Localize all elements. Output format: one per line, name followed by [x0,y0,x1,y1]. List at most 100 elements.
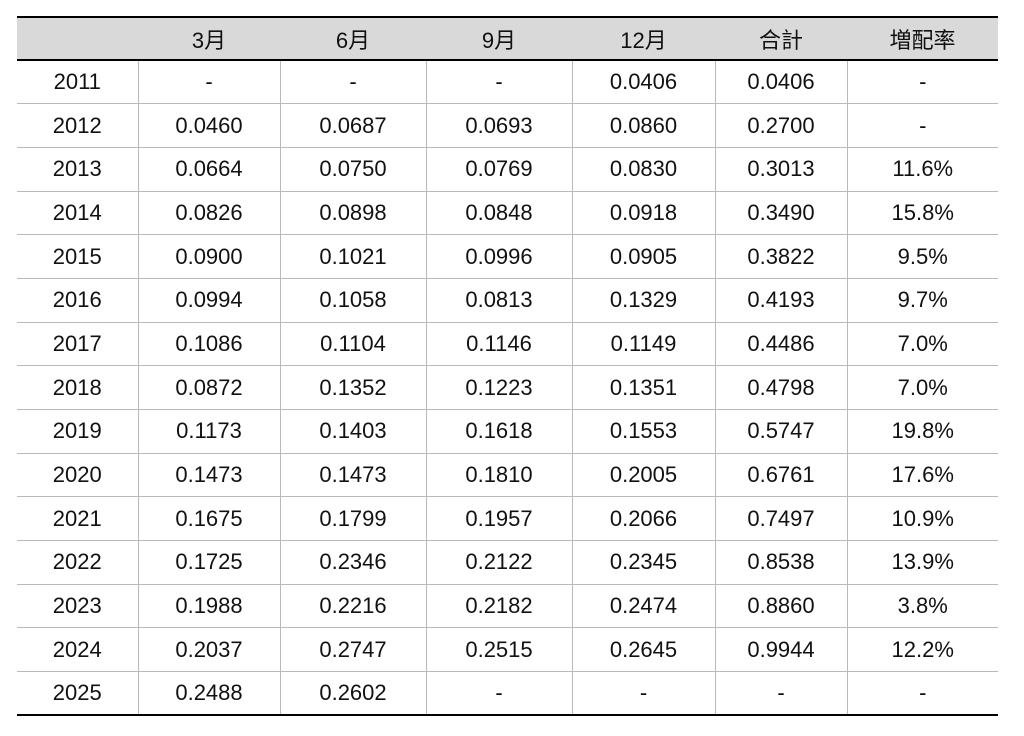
december-cell: 0.2066 [571,496,716,542]
total-cell: 0.3013 [714,147,848,192]
growth-rate-cell: 13.9% [846,540,998,585]
june-cell: 0.0750 [279,147,427,192]
table-row: 2023 0.1988 0.2216 0.2182 0.2474 0.8860 3.8% [17,584,998,629]
growth-rate-cell: 9.5% [846,234,998,279]
table-row: 2025 0.2488 0.2602- - - - [17,671,998,717]
march-cell: 0.0872 [137,365,281,410]
september-cell: 0.1810 [425,453,573,498]
september-cell: 0.1223 [425,365,573,410]
year-cell: 2014 [17,191,139,236]
june-cell: - [279,60,427,105]
total-cell: 0.4798 [714,365,848,410]
december-cell: 0.2474 [571,584,716,629]
year-cell: 2020 [17,453,139,498]
table-row: 2012 0.0460 0.0687 0.0693 0.0860 0.2700- [17,103,998,148]
september-cell: 0.0848 [425,191,573,236]
growth-rate-cell: 7.0% [846,365,998,410]
december-cell: 0.2645 [571,627,716,673]
september-cell: 0.2182 [425,584,573,629]
march-cell: 0.1473 [137,453,281,498]
total-cell: 0.7497 [714,496,848,542]
total-cell: 0.9944 [714,627,848,673]
year-cell: 2018 [17,365,139,410]
total-cell: 0.4486 [714,322,848,367]
growth-rate-cell: - [846,60,998,105]
december-cell: 0.1149 [571,322,716,367]
total-cell: 0.4193 [714,278,848,323]
growth-rate-cell: 17.6% [846,453,998,498]
table-row: 2015 0.0900 0.1021 0.0996 0.0905 0.3822 9.5% [17,234,998,279]
year-cell: 2015 [17,234,139,279]
june-cell: 0.2747 [279,627,427,673]
june-cell: 0.0687 [279,103,427,148]
header-cell-june: 6月 [280,16,426,61]
march-cell: 0.0460 [137,103,281,148]
table-row: 2014 0.0826 0.0898 0.0848 0.0918 0.3490 15.8% [17,191,998,236]
table-row: 2019 0.1173 0.1403 0.1618 0.1553 0.5747 19.8% [17,409,998,454]
december-cell: 0.0860 [571,103,716,148]
growth-rate-cell: 9.7% [846,278,998,323]
september-cell: 0.2515 [425,627,573,673]
december-cell: 0.2005 [571,453,716,498]
table-row: 2024 0.2037 0.2747 0.2515 0.2645 0.9944 12.2% [17,627,998,673]
table-header: 3月 6月 9月 12月 合計 増配率 [17,16,998,61]
year-cell: 2011 [17,60,139,105]
table-row: 2011- - -0.0406 0.0406- [17,60,998,105]
march-cell: 0.2488 [137,671,281,717]
total-cell: 0.5747 [714,409,848,454]
september-cell: - [425,60,573,105]
table-row: 2018 0.0872 0.1352 0.1223 0.1351 0.4798 7.0% [17,365,998,410]
september-cell: - [425,671,573,717]
september-cell: 0.0769 [425,147,573,192]
total-cell: - [714,671,848,717]
year-cell: 2017 [17,322,139,367]
growth-rate-cell: - [846,103,998,148]
june-cell: 0.2346 [279,540,427,585]
growth-rate-cell: 11.6% [846,147,998,192]
total-cell: 0.3490 [714,191,848,236]
table-row: 2013 0.0664 0.0750 0.0769 0.0830 0.3013 11.6% [17,147,998,192]
june-cell: 0.1473 [279,453,427,498]
growth-rate-cell: 19.8% [846,409,998,454]
march-cell: 0.1725 [137,540,281,585]
march-cell: 0.1675 [137,496,281,542]
growth-rate-cell: - [846,671,998,717]
year-cell: 2019 [17,409,139,454]
growth-rate-cell: 10.9% [846,496,998,542]
header-cell-growth-rate: 増配率 [847,16,998,61]
growth-rate-cell: 7.0% [846,322,998,367]
june-cell: 0.1799 [279,496,427,542]
total-cell: 0.8538 [714,540,848,585]
june-cell: 0.1403 [279,409,427,454]
year-cell: 2012 [17,103,139,148]
dividend-table: 3月 6月 9月 12月 合計 増配率 2011- - -0.0406 0.0406-… [17,16,998,717]
march-cell: - [137,60,281,105]
march-cell: 0.0994 [137,278,281,323]
june-cell: 0.1021 [279,234,427,279]
september-cell: 0.0693 [425,103,573,148]
september-cell: 0.0813 [425,278,573,323]
year-cell: 2025 [17,671,139,717]
december-cell: 0.0905 [571,234,716,279]
december-cell: 0.2345 [571,540,716,585]
year-cell: 2023 [17,584,139,629]
header-row: 3月 6月 9月 12月 合計 増配率 [17,16,998,61]
march-cell: 0.2037 [137,627,281,673]
year-cell: 2024 [17,627,139,673]
december-cell: 0.0830 [571,147,716,192]
december-cell: 0.1553 [571,409,716,454]
september-cell: 0.1146 [425,322,573,367]
june-cell: 0.1104 [279,322,427,367]
june-cell: 0.1352 [279,365,427,410]
march-cell: 0.0900 [137,234,281,279]
june-cell: 0.1058 [279,278,427,323]
header-cell-march: 3月 [138,16,280,61]
year-cell: 2013 [17,147,139,192]
table-row: 2021 0.1675 0.1799 0.1957 0.2066 0.7497 10.9% [17,496,998,542]
growth-rate-cell: 3.8% [846,584,998,629]
table-row: 2016 0.0994 0.1058 0.0813 0.1329 0.4193 9.7% [17,278,998,323]
december-cell: - [571,671,716,717]
september-cell: 0.2122 [425,540,573,585]
june-cell: 0.2216 [279,584,427,629]
march-cell: 0.0664 [137,147,281,192]
